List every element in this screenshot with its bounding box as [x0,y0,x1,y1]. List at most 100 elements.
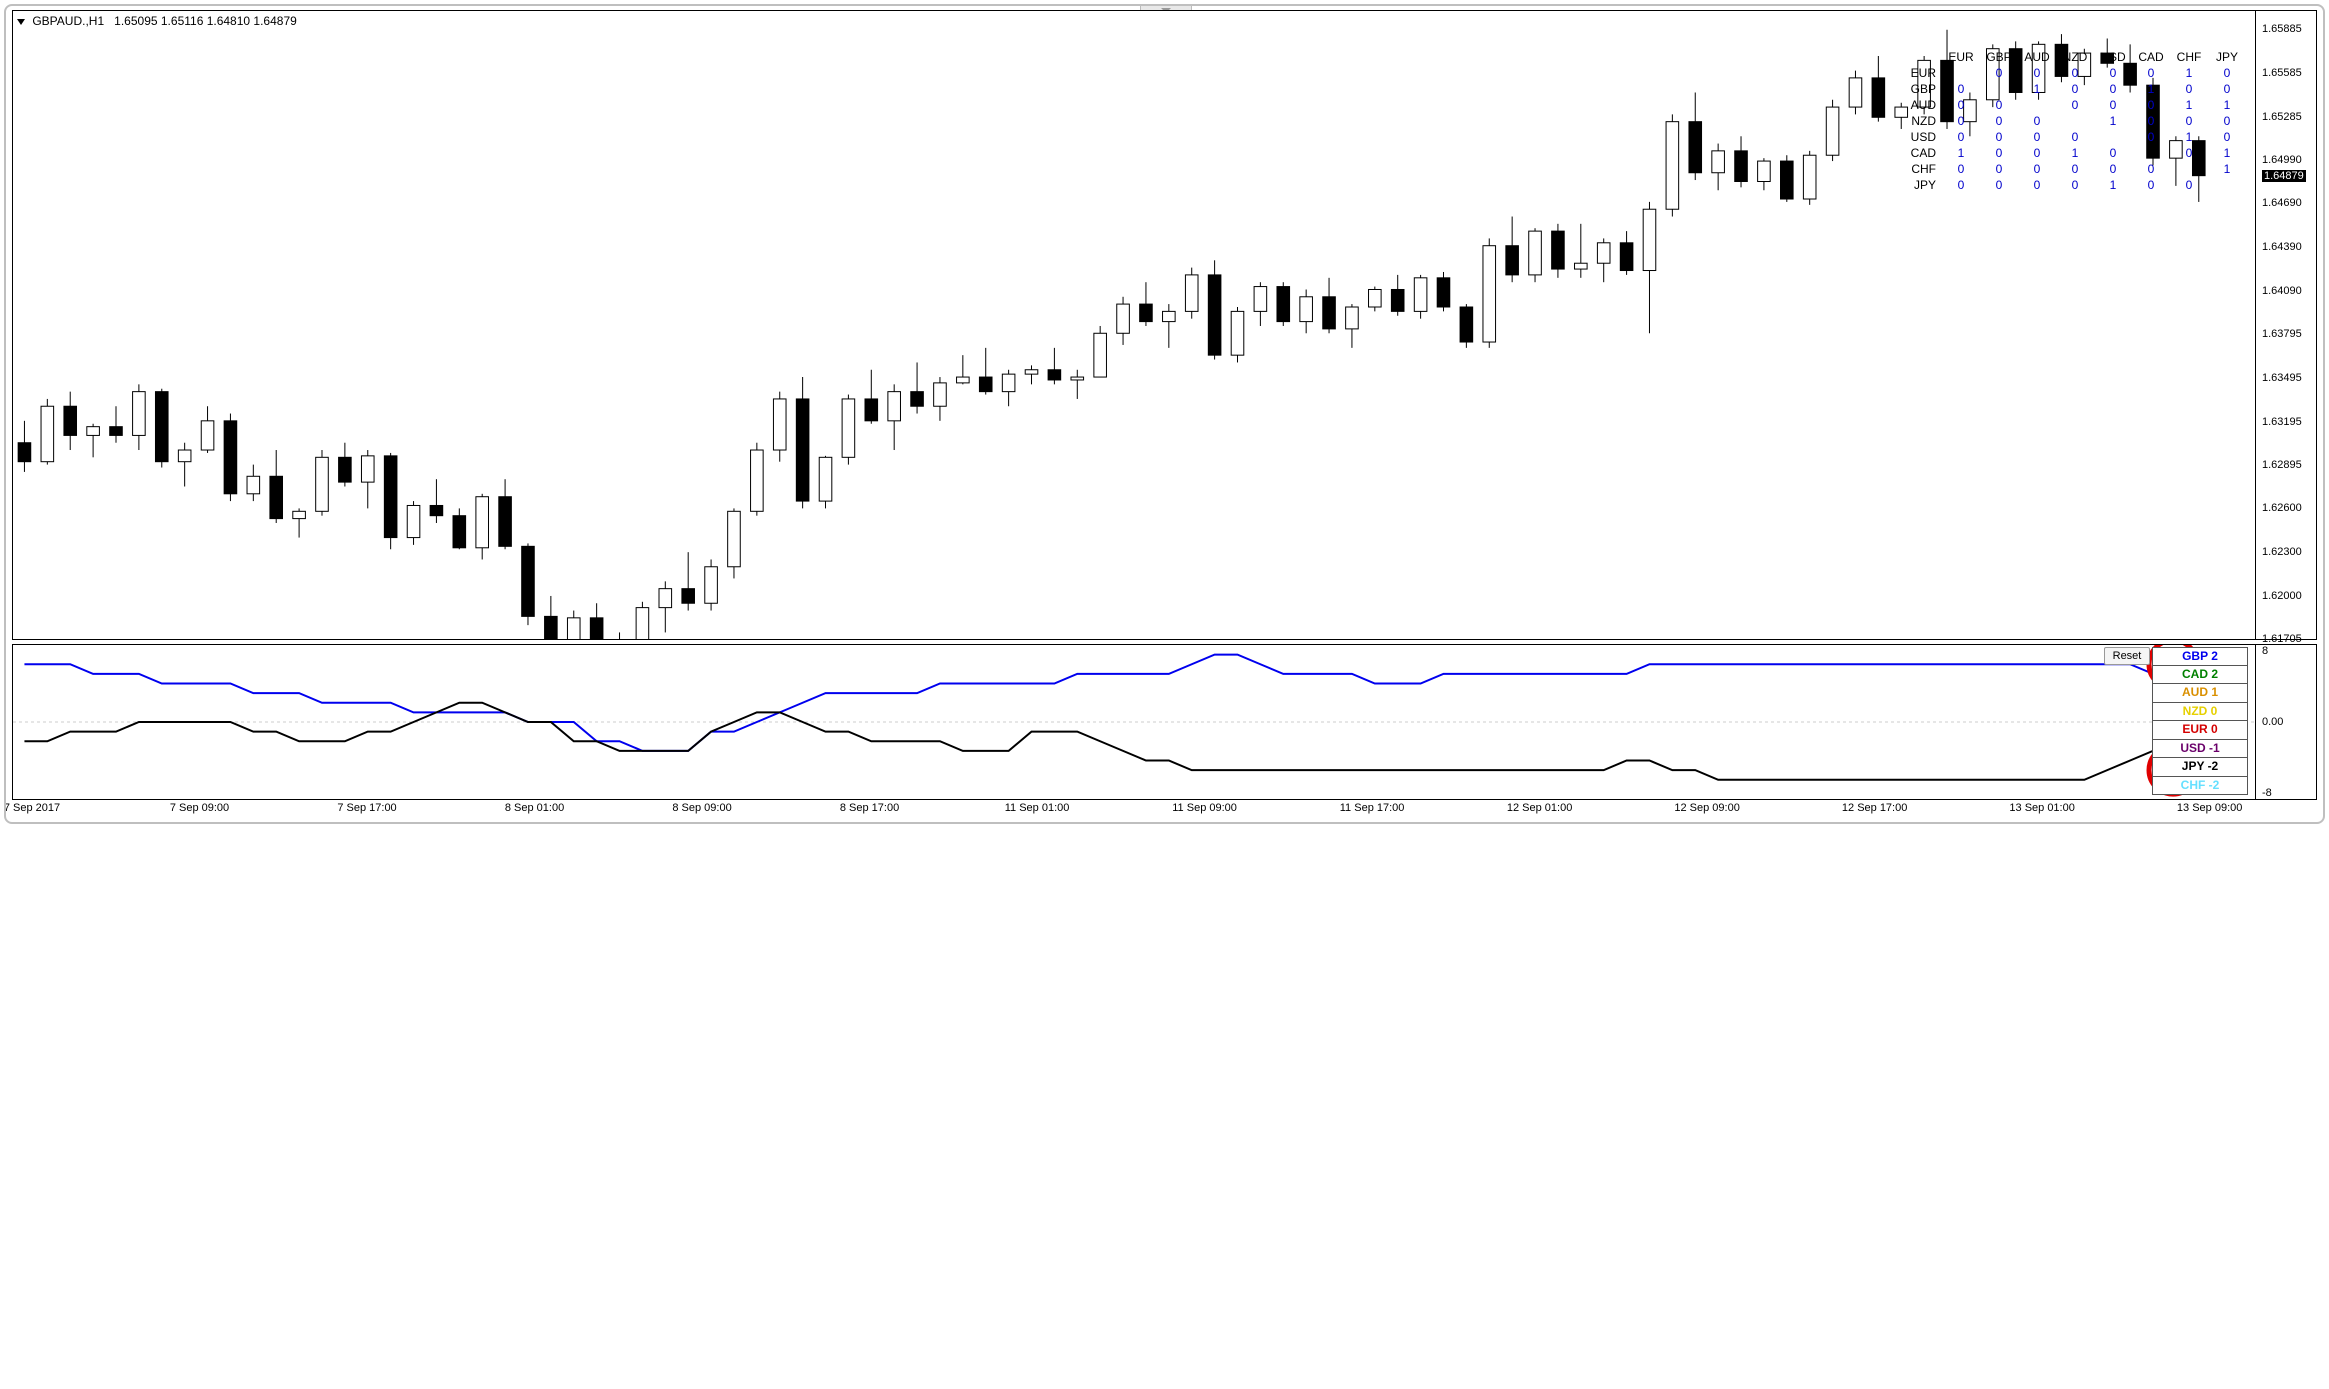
matrix-cell: 0 [2208,65,2246,81]
xaxis-label: 12 Sep 17:00 [1842,802,1907,814]
matrix-col-header: AUD [2018,49,2056,65]
matrix-cell: 0 [2094,65,2132,81]
matrix-table: EURGBPAUDNZDUSDCADCHFJPYEUR0000010GBP010… [1904,49,2246,193]
legend-entry[interactable]: NZD 0 [2152,703,2248,722]
price-ytick: 1.63795 [2262,328,2302,340]
price-ytick: 1.64690 [2262,197,2302,209]
legend-entry[interactable]: JPY -2 [2152,758,2248,777]
price-ytick: 1.64990 [2262,154,2302,166]
matrix-cell: 0 [2208,113,2246,129]
chart-title: GBPAUD.,H1 1.65095 1.65116 1.64810 1.648… [17,14,297,28]
xaxis-label: 7 Sep 17:00 [337,802,396,814]
legend-entry[interactable]: GBP 2 [2152,647,2248,666]
matrix-row-label: USD [1904,129,1942,145]
indicator-line-gbp [24,655,2198,751]
price-ytick: 1.65885 [2262,23,2302,35]
xaxis-label: 11 Sep 01:00 [1005,802,1070,814]
price-ytick: 1.64090 [2262,285,2302,297]
matrix-cell: 1 [1942,145,1980,161]
matrix-cell: 0 [2132,65,2170,81]
xaxis-label: 12 Sep 09:00 [1674,802,1739,814]
matrix-cell: 0 [1980,177,2018,193]
price-ytick: 1.62600 [2262,502,2302,514]
price-panel: GBPAUD.,H1 1.65095 1.65116 1.64810 1.648… [12,10,2317,640]
matrix-cell: 1 [2170,129,2208,145]
matrix-cell: 0 [2170,177,2208,193]
matrix-cell: 0 [1980,161,2018,177]
indicator-chart-area[interactable] [13,645,2256,799]
price-ytick: 1.63495 [2262,372,2302,384]
matrix-cell: 0 [2132,97,2170,113]
matrix-cell: 0 [2094,97,2132,113]
matrix-cell: 0 [2170,113,2208,129]
matrix-col-header: NZD [2056,49,2094,65]
price-ytick: 1.62895 [2262,459,2302,471]
matrix-row-label: CHF [1904,161,1942,177]
matrix-cell: 0 [1980,113,2018,129]
matrix-cell: 0 [2018,65,2056,81]
matrix-cell: 0 [1980,97,2018,113]
reset-button[interactable]: Reset [2104,647,2150,665]
matrix-col-header: EUR [1942,49,1980,65]
legend-entry[interactable]: EUR 0 [2152,721,2248,740]
matrix-cell: 0 [2056,81,2094,97]
matrix-cell: 1 [2208,145,2246,161]
matrix-cell: 0 [2018,145,2056,161]
matrix-row-label: AUD [1904,97,1942,113]
matrix-cell: 0 [2170,81,2208,97]
matrix-row-label: EUR [1904,65,1942,81]
ohlc-label: 1.65095 1.65116 1.64810 1.64879 [114,14,297,28]
matrix-cell: 0 [2018,177,2056,193]
indicator-ytick: 8 [2262,645,2268,657]
matrix-cell: 1 [2094,177,2132,193]
indicator-legend: Reset GBP 2CAD 2AUD 1NZD 0EUR 0USD -1JPY… [2104,647,2254,795]
xaxis-label: 7 Sep 09:00 [170,802,229,814]
matrix-col-header: CAD [2132,49,2170,65]
xaxis-label: 8 Sep 09:00 [672,802,731,814]
price-ytick: 1.65585 [2262,67,2302,79]
legend-entry[interactable]: CAD 2 [2152,666,2248,685]
xaxis-label: 12 Sep 01:00 [1507,802,1572,814]
indicator-y-axis: 8 0.00 -8 [2255,645,2316,799]
currency-matrix: EURGBPAUDNZDUSDCADCHFJPYEUR0000010GBP010… [1904,49,2246,193]
xaxis-label: 11 Sep 17:00 [1340,802,1405,814]
matrix-cell: 0 [2056,97,2094,113]
matrix-cell: 1 [2018,81,2056,97]
price-y-axis: 1.658851.655851.652851.649901.646901.643… [2255,11,2316,639]
matrix-cell: 0 [2056,129,2094,145]
indicator-line-jpy [24,703,2198,780]
matrix-col-header: JPY [2208,49,2246,65]
matrix-row-label: GBP [1904,81,1942,97]
legend-entry[interactable]: USD -1 [2152,740,2248,759]
matrix-row-label: JPY [1904,177,1942,193]
matrix-cell: 0 [2056,161,2094,177]
price-ytick: 1.62000 [2262,590,2302,602]
matrix-cell: 0 [2056,65,2094,81]
legend-entry[interactable]: CHF -2 [2152,777,2248,796]
matrix-cell: 0 [1980,129,2018,145]
matrix-cell: 0 [2132,177,2170,193]
matrix-col-header: CHF [2170,49,2208,65]
indicator-ytick: 0.00 [2262,716,2283,728]
xaxis-label: 8 Sep 01:00 [505,802,564,814]
indicator-panel: 8 0.00 -8 Reset GBP 2CAD 2AUD 1NZD 0EUR 0U… [12,644,2317,800]
matrix-cell: 1 [2208,97,2246,113]
matrix-cell: 1 [2170,65,2208,81]
price-ytick: 1.62300 [2262,546,2302,558]
title-caret-icon[interactable] [17,19,25,25]
price-ytick: 1.63195 [2262,416,2302,428]
matrix-cell: 0 [2018,113,2056,129]
time-x-axis: 7 Sep 20177 Sep 09:007 Sep 17:008 Sep 01… [12,802,2257,820]
matrix-col-header: GBP [1980,49,2018,65]
price-ytick: 1.64390 [2262,241,2302,253]
matrix-col-header: USD [2094,49,2132,65]
xaxis-label: 11 Sep 09:00 [1172,802,1237,814]
matrix-cell: 0 [1942,97,1980,113]
indicator-ytick: -8 [2262,787,2272,799]
matrix-cell: 0 [2208,129,2246,145]
legend-entry[interactable]: AUD 1 [2152,684,2248,703]
matrix-cell: 1 [2208,161,2246,177]
matrix-cell: 0 [2094,161,2132,177]
matrix-cell: 1 [2132,81,2170,97]
matrix-cell: 0 [1942,161,1980,177]
